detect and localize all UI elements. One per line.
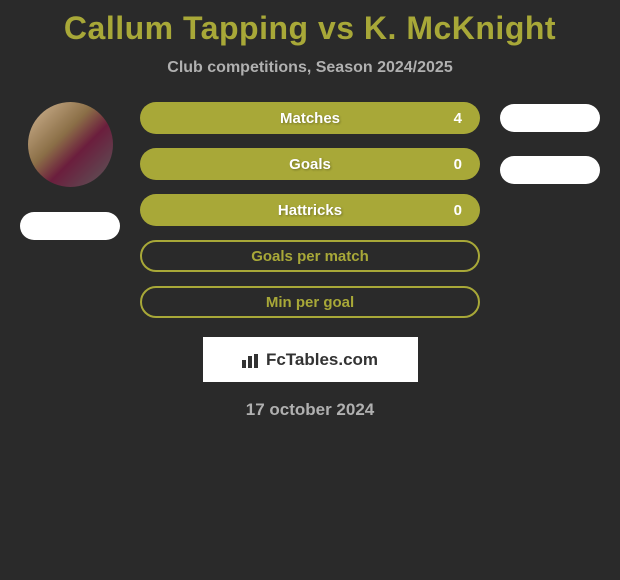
branding-text: FcTables.com [266,350,378,370]
stat-value: 0 [454,156,462,173]
stat-value: 4 [454,110,462,127]
stat-value: 0 [454,202,462,219]
player-right-name-pill [500,104,600,132]
player-right-secondary-pill [500,156,600,184]
stat-bar-goals-per-match: Goals per match [140,240,480,272]
chart-icon [242,352,262,368]
comparison-content: Matches 4 Goals 0 Hattricks 0 Goals per … [0,102,620,332]
player-left-column [10,102,130,332]
stat-bar-hattricks: Hattricks 0 [140,194,480,226]
stat-label: Goals per match [251,248,369,265]
player-right-column [490,102,610,332]
stat-label: Hattricks [278,202,342,219]
stat-bar-goals: Goals 0 [140,148,480,180]
player-left-name-pill [20,212,120,240]
stat-label: Goals [289,156,331,173]
player-left-avatar [28,102,113,187]
date-label: 17 october 2024 [0,400,620,420]
stat-label: Min per goal [266,294,354,311]
comparison-title: Callum Tapping vs K. McKnight [0,0,620,47]
stat-bar-min-per-goal: Min per goal [140,286,480,318]
season-subtitle: Club competitions, Season 2024/2025 [0,59,620,77]
stats-column: Matches 4 Goals 0 Hattricks 0 Goals per … [130,102,490,332]
stat-label: Matches [280,110,340,127]
stat-bar-matches: Matches 4 [140,102,480,134]
branding-badge: FcTables.com [203,337,418,382]
